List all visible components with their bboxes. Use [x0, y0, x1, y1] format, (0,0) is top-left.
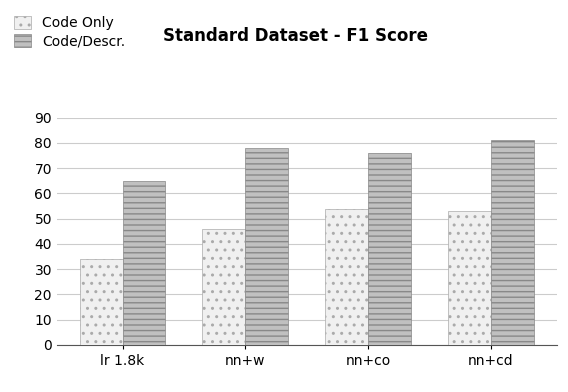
Bar — [245, 148, 289, 345]
Bar — [448, 211, 491, 345]
Bar — [491, 140, 534, 345]
Bar — [123, 181, 165, 345]
Text: Standard Dataset - F1 Score: Standard Dataset - F1 Score — [163, 27, 428, 45]
Legend: Code Only, Code/Descr.: Code Only, Code/Descr. — [12, 15, 126, 50]
Bar — [80, 259, 123, 345]
Bar — [368, 153, 411, 345]
Bar — [325, 209, 368, 345]
Bar — [202, 229, 245, 345]
